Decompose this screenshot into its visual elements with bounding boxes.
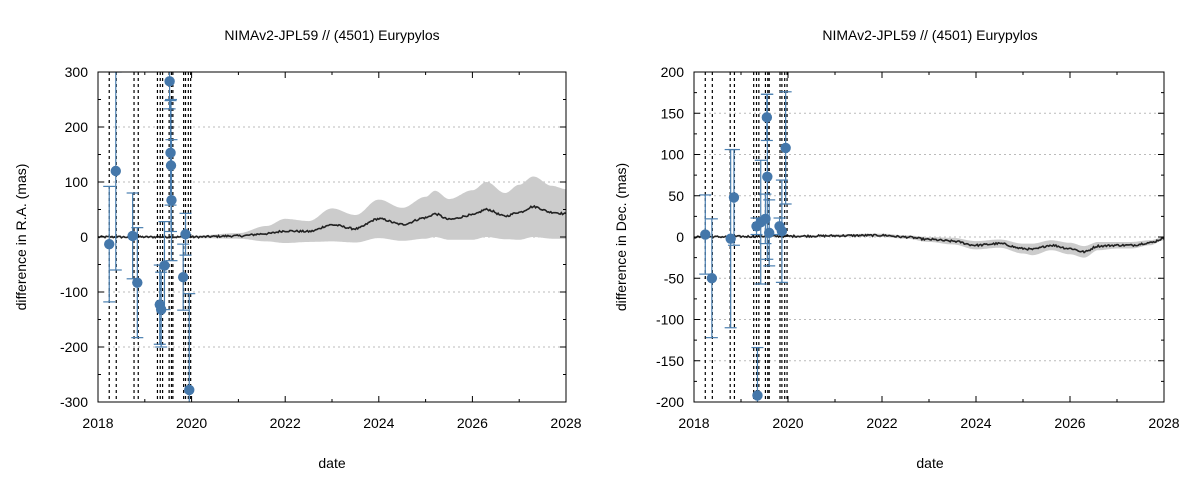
x-tick-label: 2022 [866,415,897,431]
y-axis-label: difference in R.A. (mas) [13,164,29,311]
data-point [762,171,773,182]
data-point [725,233,736,244]
data-point [110,165,121,177]
x-tick-label: 2018 [82,415,113,431]
data-point [177,271,189,283]
uncertainty-band [98,176,566,243]
y-tick-label: -200 [60,339,88,355]
data-point [166,194,177,206]
data-point [180,229,191,240]
x-tick-label: 2024 [363,415,394,431]
y-tick-label: 0 [676,229,684,245]
ra-chart: NIMAv2-JPL59 // (4501) Eurypylos date di… [13,27,582,471]
chart-title: NIMAv2-JPL59 // (4501) Eurypylos [224,27,439,43]
y-tick-label: -100 [60,284,88,300]
y-axis-label: difference in Dec. (mas) [613,163,629,311]
data-point [184,384,195,396]
data-point [104,238,115,250]
x-tick-label: 2020 [176,415,207,431]
data-point [165,160,177,171]
y-tick-label: -100 [656,312,684,328]
dec-chart: NIMAv2-JPL59 // (4501) Eurypylos date di… [613,27,1180,471]
plot-area [98,72,566,402]
chart-title: NIMAv2-JPL59 // (4501) Eurypylos [822,27,1037,43]
data-point [155,304,167,315]
x-tick-label: 2028 [550,415,581,431]
x-tick-label: 2026 [457,415,488,431]
y-tick-label: -50 [664,270,684,286]
plot-area [694,72,1164,402]
data-point [728,192,740,203]
data-point [776,226,788,237]
trend-line [98,204,566,240]
data-point [165,147,176,159]
x-tick-label: 2024 [960,415,991,431]
x-axis-label: date [916,455,943,471]
y-tick-label: 100 [661,147,685,163]
y-tick-label: -200 [656,394,684,410]
x-tick-label: 2026 [1054,415,1085,431]
data-point [780,142,791,154]
y-tick-label: 50 [668,188,684,204]
data-point [700,229,711,240]
x-tick-label: 2018 [678,415,709,431]
y-tick-label: 0 [80,229,88,245]
y-tick-label: 200 [661,64,685,80]
data-point [164,76,175,87]
x-tick-label: 2022 [270,415,301,431]
y-tick-label: 150 [661,105,685,121]
y-tick-label: 300 [65,64,89,80]
y-tick-label: -300 [60,394,88,410]
x-tick-label: 2028 [1148,415,1179,431]
x-tick-label: 2020 [772,415,803,431]
data-point [159,260,170,271]
data-point [760,213,771,225]
y-tick-label: -150 [656,353,684,369]
data-point [761,112,773,123]
data-point [127,230,138,242]
y-tick-label: 200 [65,119,89,135]
x-axis-label: date [318,455,345,471]
data-point [752,390,763,401]
data-point [764,227,775,239]
y-tick-label: 100 [65,174,89,190]
data-point [132,277,143,288]
data-point [706,273,718,284]
